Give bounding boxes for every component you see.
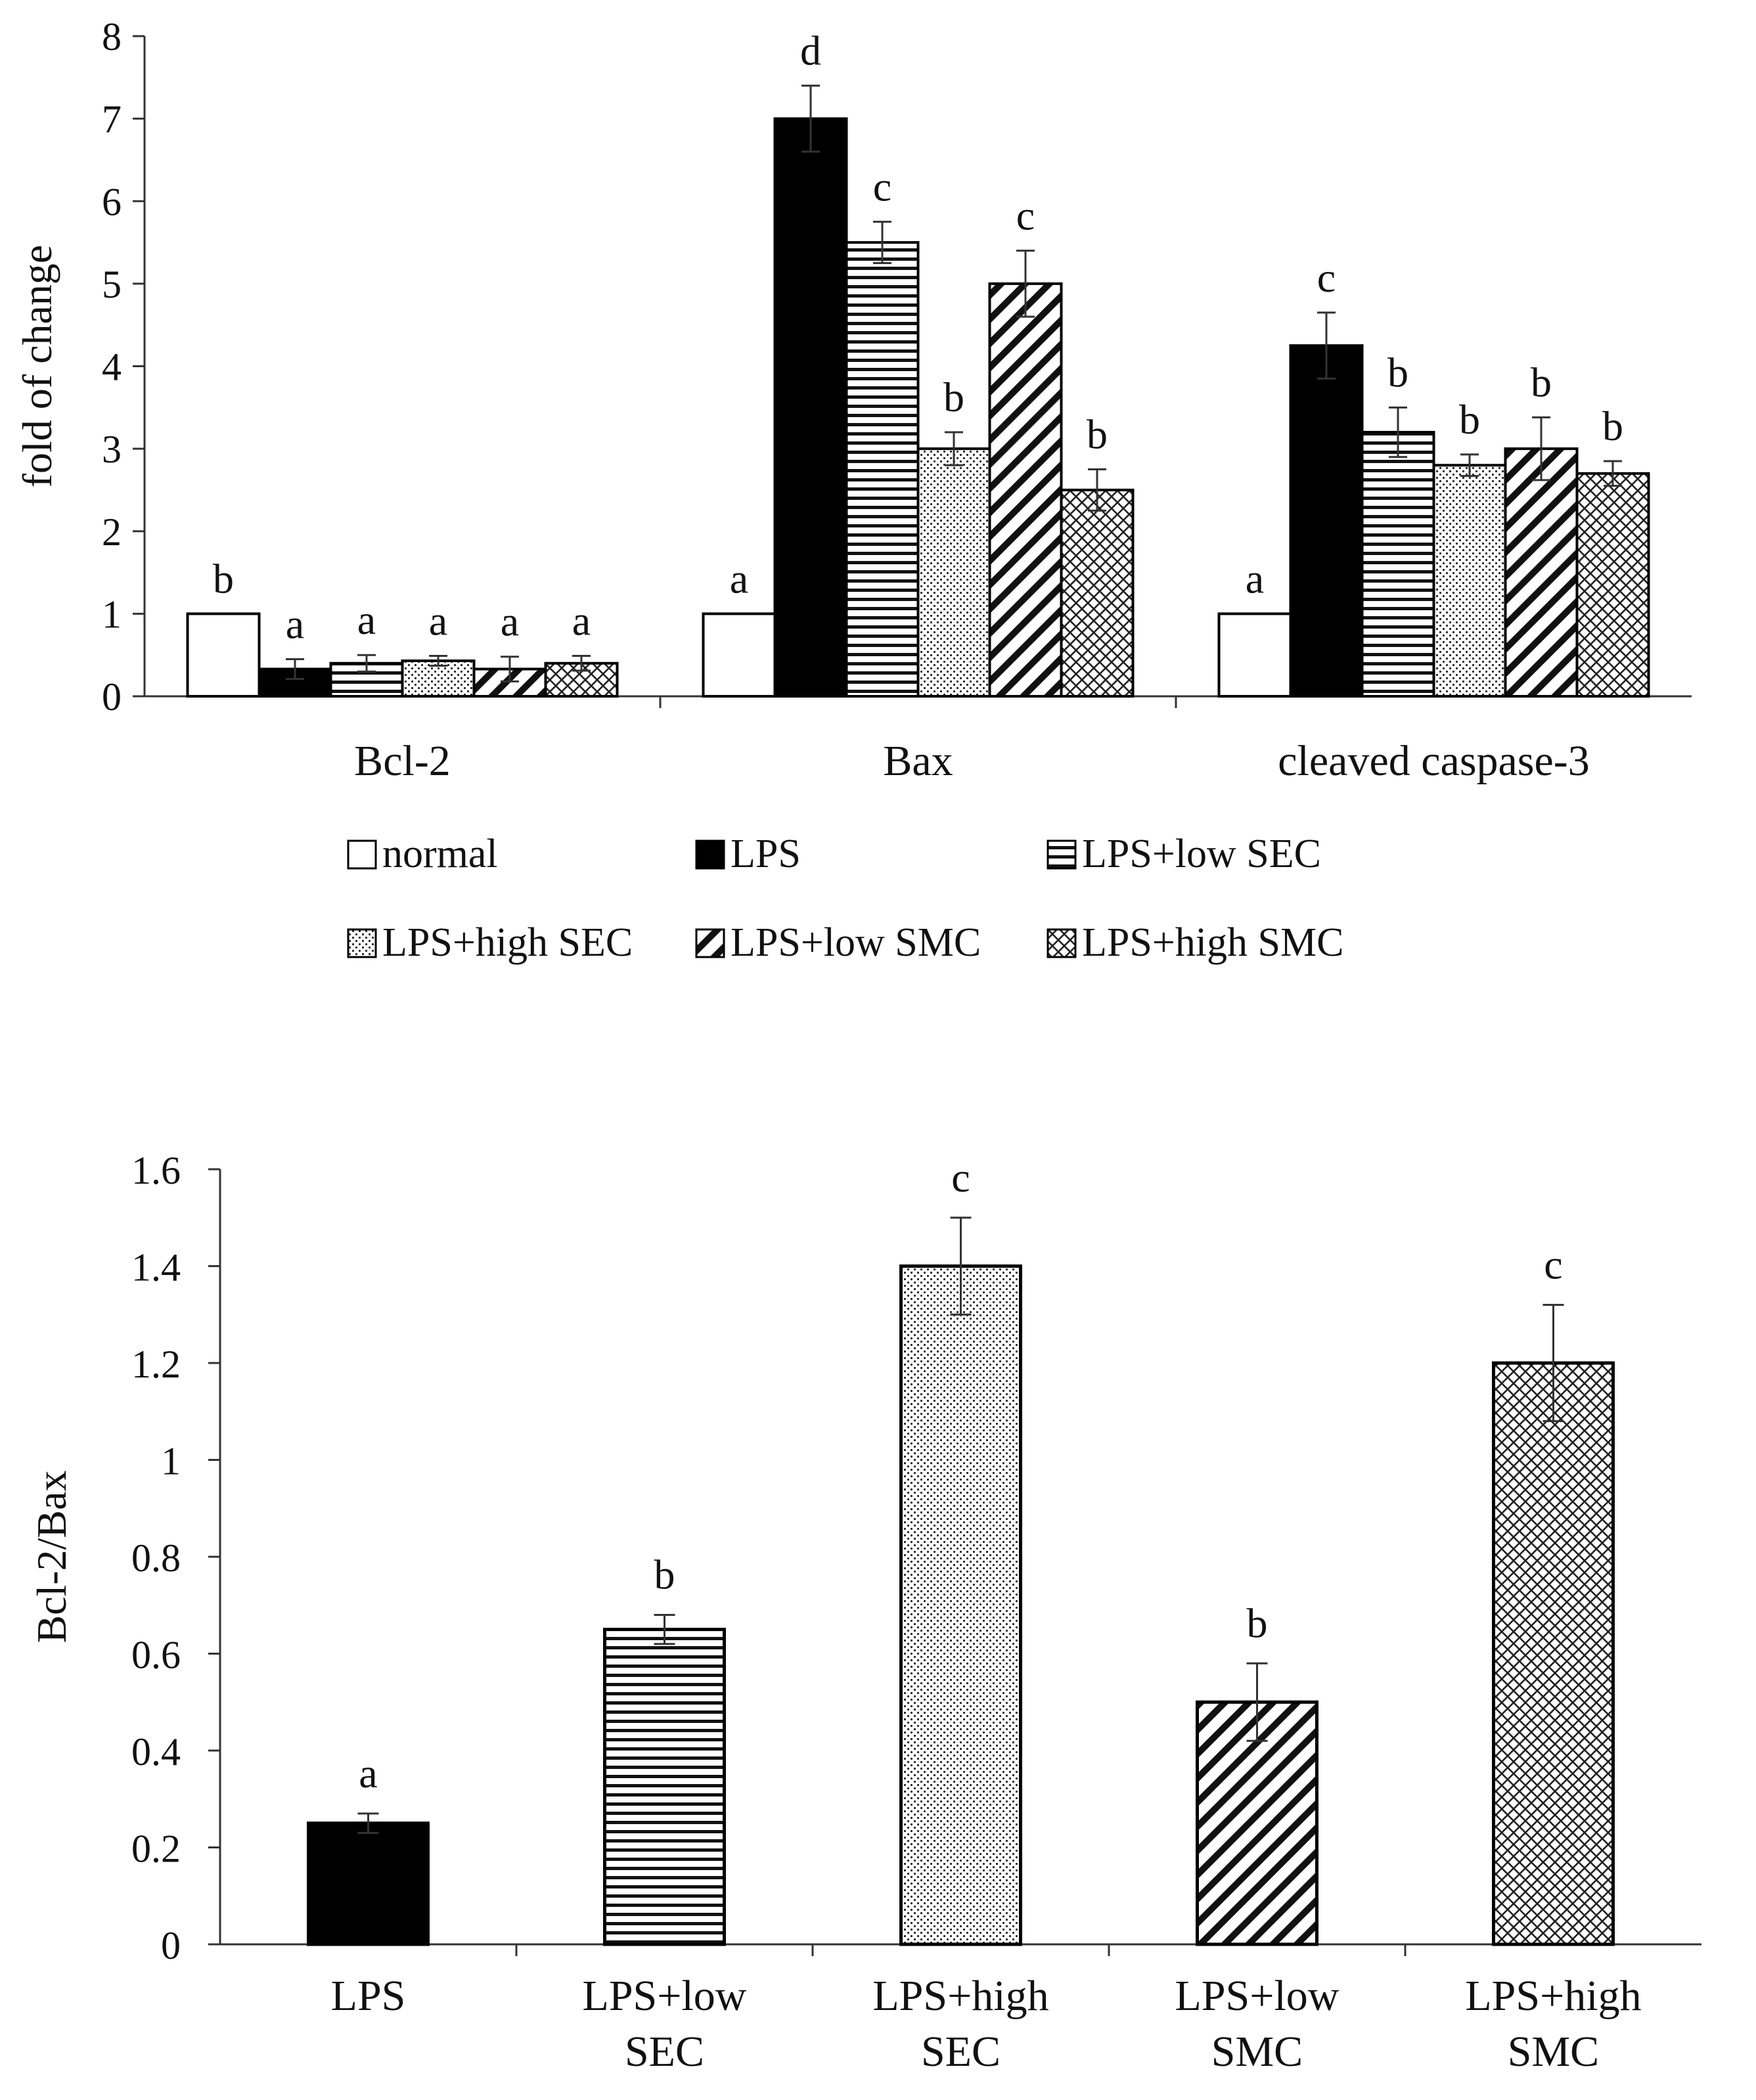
legend-label: LPS+high SMC: [1082, 920, 1344, 965]
significance-letter: a: [501, 598, 519, 645]
bar-cross: [1575, 472, 1650, 698]
legend-label: normal: [382, 832, 498, 876]
legend-swatch: [347, 928, 377, 958]
significance-letter: c: [1016, 192, 1035, 239]
significance-letter: b: [1531, 359, 1552, 405]
bar-dots: [916, 447, 991, 698]
y-axis-title: Bcl-2/Bax: [28, 1470, 75, 1643]
y-tick-label: 2: [102, 510, 122, 554]
bar-diag: [988, 282, 1063, 698]
y-axis-title: fold of change: [14, 245, 60, 488]
y-tick-label: 0: [102, 675, 122, 719]
bar-cross: [1492, 1361, 1615, 1946]
x-category-label-line2: SMC: [1508, 2028, 1599, 2076]
x-category-label: Bax: [883, 737, 953, 785]
significance-letter: a: [572, 597, 591, 644]
x-category-label-line1: LPS: [331, 1972, 406, 2020]
significance-letter: b: [213, 555, 234, 602]
significance-letter: a: [359, 1750, 377, 1797]
y-tick-label: 1.6: [131, 1149, 181, 1192]
significance-letter: a: [429, 597, 447, 644]
bcl2-bax-ratio-chart: 0 0.2 0.4 0.6 0.8 1 1.2 1.4 1.6 Bcl-2/Bax a LPS b LPS…: [28, 1149, 1701, 2076]
bar-solid: [307, 1821, 430, 1946]
bar-solid: [1289, 344, 1364, 698]
fold-change-chart: 0 1 2 3 4 5 6 7 8 fold of change b a a a a a Bcl-2 a d c b c b…: [14, 15, 1692, 965]
significance-letter: a: [286, 600, 304, 647]
bar-dots: [1432, 464, 1507, 698]
bar-hlines: [845, 241, 920, 698]
x-category-label-line2: SEC: [625, 2028, 704, 2076]
significance-letter: b: [1602, 403, 1623, 449]
bar-diag: [1196, 1700, 1318, 1946]
bar-cross: [1060, 488, 1135, 698]
bar-hlines: [1361, 431, 1435, 698]
legend-label: LPS: [731, 832, 801, 876]
x-category-label-line2: SMC: [1211, 2028, 1303, 2076]
legend-label: LPS+low SMC: [731, 920, 981, 965]
significance-letter: b: [1387, 349, 1408, 395]
significance-letter: b: [943, 374, 964, 420]
significance-letter: a: [730, 555, 748, 602]
significance-letter: a: [1246, 555, 1264, 602]
x-category-label: Bcl-2: [354, 737, 451, 785]
y-tick-label: 5: [102, 263, 122, 306]
legend-swatch: [695, 839, 725, 870]
significance-letter: c: [951, 1154, 970, 1201]
significance-letter: a: [357, 596, 376, 643]
significance-letter: d: [800, 27, 821, 74]
x-category-label: cleaved caspase-3: [1278, 737, 1590, 785]
y-tick-label: 0.6: [131, 1634, 181, 1677]
y-tick-label: 7: [102, 98, 122, 141]
y-tick-label: 4: [102, 346, 122, 389]
y-tick-label: 6: [102, 180, 122, 223]
y-tick-label: 1: [102, 592, 122, 636]
legend-swatch: [1047, 928, 1077, 958]
significance-letter: b: [1247, 1599, 1268, 1646]
x-category-label-line1: LPS+high: [1465, 1972, 1641, 2020]
bar-white: [1217, 612, 1292, 698]
bar-diag: [1504, 447, 1579, 698]
legend-label: LPS+high SEC: [382, 920, 633, 965]
x-category-label-line1: LPS+high: [872, 1972, 1048, 2020]
significance-letter: b: [654, 1552, 675, 1598]
y-tick-label: 1.2: [131, 1343, 181, 1386]
legend-label: LPS+low SEC: [1082, 832, 1321, 876]
significance-letter: b: [1459, 396, 1480, 443]
x-category-label-line2: SEC: [921, 2028, 1001, 2076]
bar-solid: [773, 117, 848, 698]
significance-letter: c: [1544, 1241, 1562, 1288]
x-category-label-line1: LPS+low: [583, 1972, 747, 2020]
legend-swatch: [347, 839, 377, 870]
bar-white: [186, 612, 261, 698]
x-category-label-line1: LPS+low: [1175, 1972, 1340, 2020]
y-tick-label: 0.8: [131, 1536, 181, 1580]
y-tick-label: 3: [102, 428, 122, 471]
significance-letter: c: [1317, 254, 1336, 301]
y-tick-label: 1.4: [131, 1246, 181, 1289]
bar-hlines: [603, 1628, 726, 1946]
y-tick-label: 0: [161, 1924, 181, 1967]
y-tick-label: 0.2: [131, 1827, 181, 1871]
significance-letter: c: [873, 164, 891, 210]
y-tick-label: 0.4: [131, 1730, 181, 1774]
bar-dots: [899, 1264, 1022, 1946]
y-tick-label: 8: [102, 15, 122, 58]
legend-swatch: [1047, 839, 1077, 870]
significance-letter: b: [1087, 411, 1108, 458]
legend-swatch: [695, 928, 725, 958]
bar-white: [702, 612, 777, 698]
y-tick-label: 1: [161, 1440, 181, 1483]
